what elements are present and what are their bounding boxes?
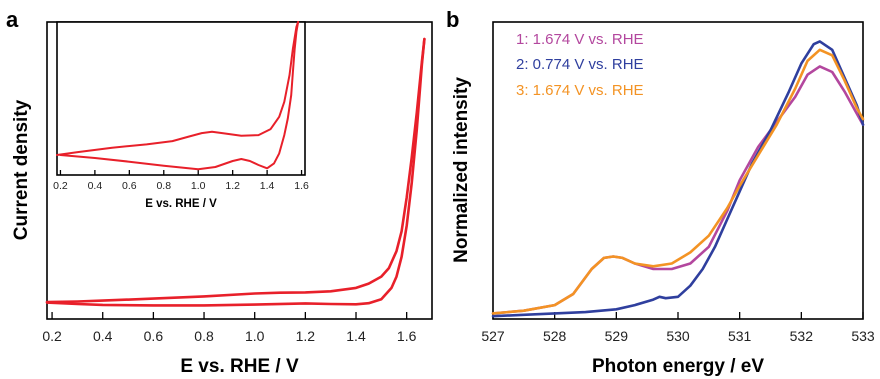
- legend-entry-1: 1: 1.674 V vs. RHE: [516, 31, 644, 48]
- panel-b-letter: b: [446, 7, 459, 32]
- inset-x-tick-label: 0.4: [88, 180, 103, 192]
- panel-a-x-tick-label: 0.4: [93, 328, 113, 344]
- inset-x-tick-label: 0.6: [122, 180, 137, 192]
- panel-b-x-tick-label: 530: [666, 328, 690, 344]
- panel-b-x-tick-label: 528: [543, 328, 567, 344]
- panel-a-letter: a: [6, 7, 19, 32]
- panel-a-series: [45, 37, 426, 307]
- legend-entry-2: 2: 0.774 V vs. RHE: [516, 56, 644, 73]
- panel-a-x-tick-label: 1.2: [296, 328, 316, 344]
- panel-b-x-tick-label: 527: [481, 328, 505, 344]
- panel-a-y-axis-title: Current density: [11, 99, 32, 240]
- panel-b-series: [491, 40, 865, 318]
- inset-series-2: [59, 21, 300, 171]
- panel-a-series-2: [45, 37, 426, 307]
- panel-a-x-tick-label: 0.8: [194, 328, 214, 344]
- panel-b-x-tick-label: 531: [728, 328, 752, 344]
- legend-entry-3: 3: 1.674 V vs. RHE: [516, 82, 644, 99]
- panel-a-x-tick-label: 0.6: [144, 328, 164, 344]
- panel-b-x-tick-label: 533: [851, 328, 875, 344]
- panel-b-x-tick-label: 529: [605, 328, 629, 344]
- inset-x-tick-label: 0.2: [53, 180, 68, 192]
- panel-b-series-3-1-674-v-vs-rhe: [491, 48, 865, 315]
- panel-b-series-1-1-674-v-vs-rhe: [491, 65, 865, 315]
- inset-x-ticks: 0.2 0.4 0.6 0.8 1.0 1.2 1.4 1.6: [53, 170, 309, 192]
- inset-x-tick-label: 1.0: [191, 180, 206, 192]
- inset-x-tick-label: 0.8: [156, 180, 171, 192]
- panel-b-y-axis-title: Normalized intensity: [451, 77, 472, 263]
- inset-plot-frame: [56, 21, 306, 176]
- inset-series-1: [56, 21, 300, 156]
- panel-a-x-axis-title: E vs. RHE / V: [180, 356, 299, 377]
- inset-background: [57, 22, 305, 175]
- panel-b-x-tick-label: 532: [790, 328, 814, 344]
- inset-x-tick-label: 1.6: [294, 180, 309, 192]
- panel-b-x-axis-title: Photon energy / eV: [592, 356, 764, 377]
- panel-a-x-tick-label: 1.4: [346, 328, 366, 344]
- inset-x-axis-title: E vs. RHE / V: [145, 198, 217, 210]
- panel-b: b 527 528 529 530 531 532 533 1: 1.674 V vs. R…: [446, 7, 875, 377]
- inset-x-tick-label: 1.2: [225, 180, 240, 192]
- panel-b-series-2-0-774-v-vs-rhe: [491, 40, 865, 318]
- panel-a-series-1: [45, 37, 426, 304]
- panel-b-legend: 1: 1.674 V vs. RHE 2: 0.774 V vs. RHE 3:…: [516, 31, 644, 99]
- panel-a-inset: 0.2 0.4 0.6 0.8 1.0 1.2 1.4 1.6 E vs. RHE / V: [53, 21, 309, 210]
- panel-a-x-tick-label: 1.0: [245, 328, 265, 344]
- panel-a-x-ticks: 0.2 0.4 0.6 0.8 1.0 1.2 1.4 1.6: [42, 312, 417, 344]
- panel-a-x-tick-label: 0.2: [42, 328, 62, 344]
- panel-b-x-ticks: 527 528 529 530 531 532 533: [481, 312, 875, 344]
- panel-a: a 0.2 0.4 0.6 0.8 1.0 1.2 1.4 1.6 E vs. RHE / V…: [6, 7, 433, 377]
- inset-x-tick-label: 1.4: [260, 180, 275, 192]
- inset-series: [56, 21, 300, 171]
- panel-a-x-tick-label: 1.6: [397, 328, 417, 344]
